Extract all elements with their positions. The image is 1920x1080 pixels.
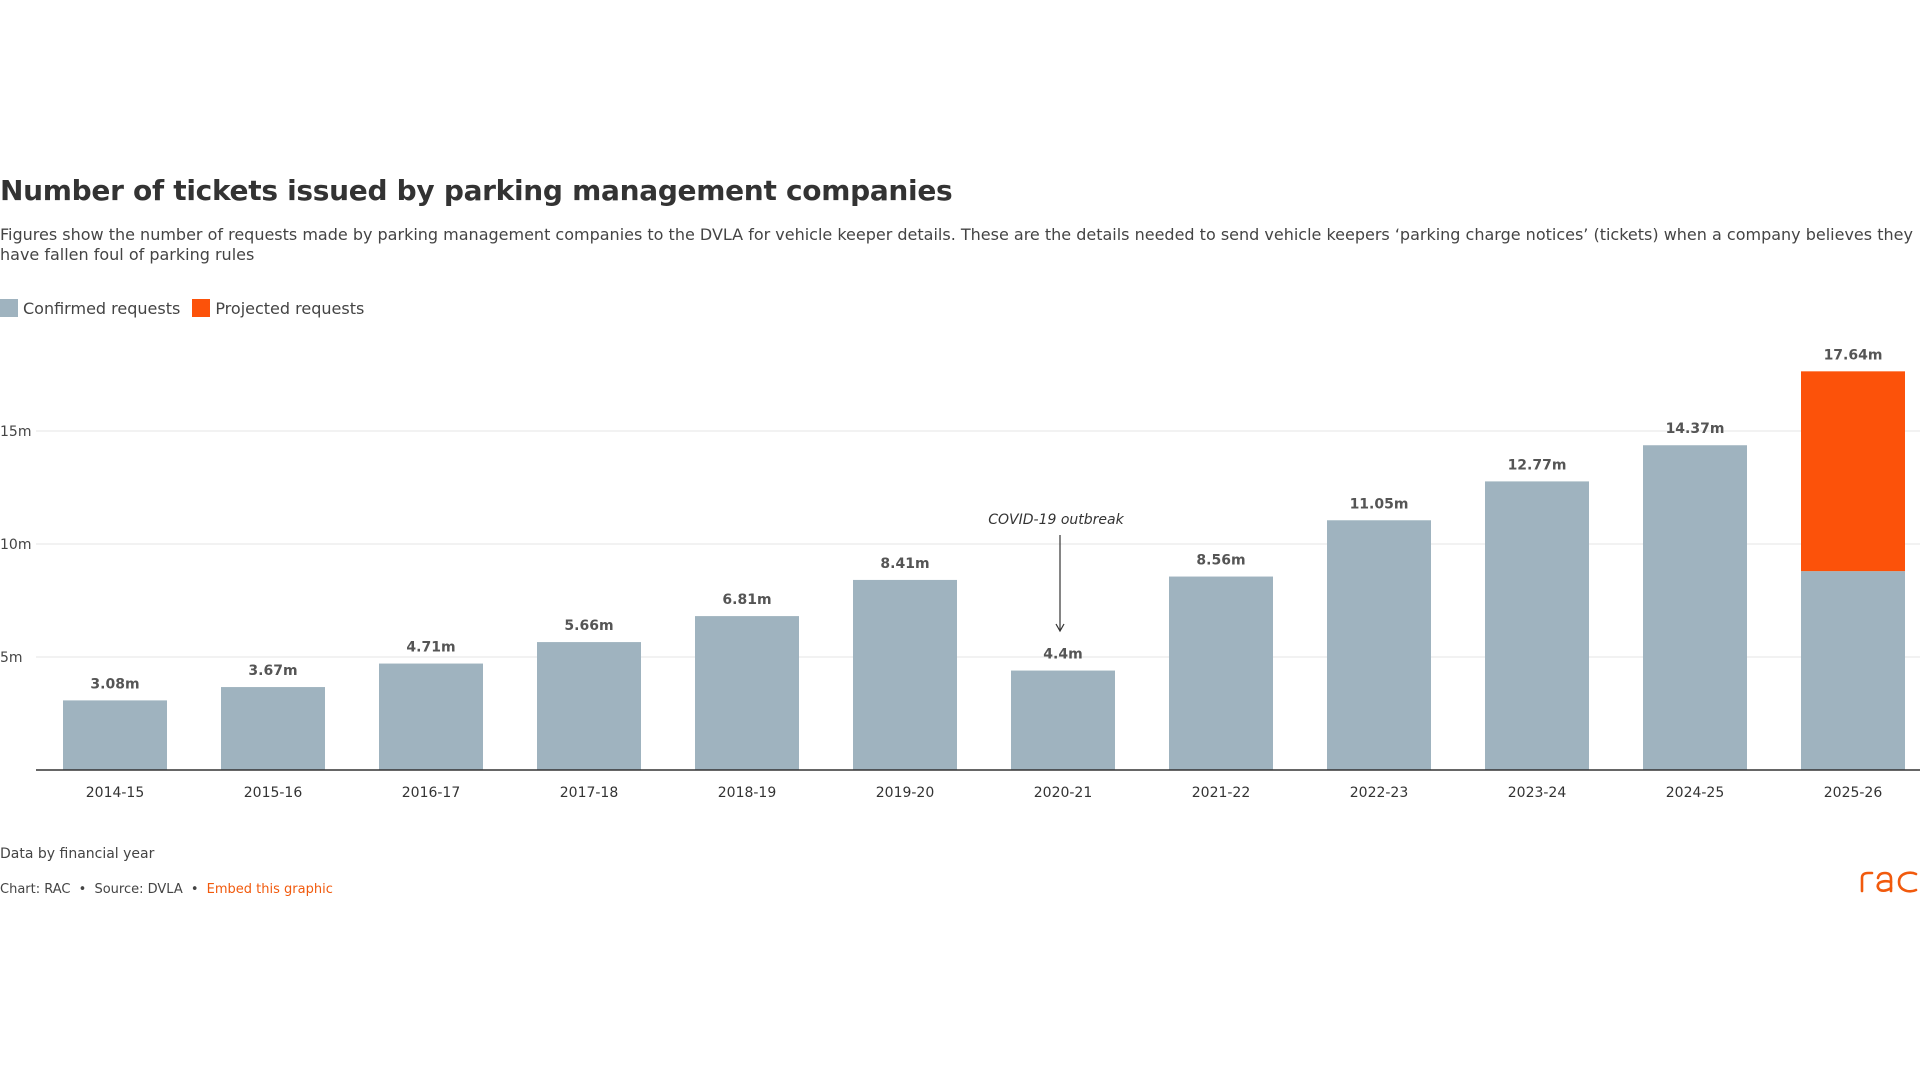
- data-label: 8.41m: [880, 556, 929, 572]
- legend-label-confirmed: Confirmed requests: [23, 298, 181, 318]
- bar-confirmed: [695, 616, 799, 770]
- bar-confirmed: [63, 700, 167, 770]
- chart-subtitle: Figures show the number of requests made…: [0, 225, 1913, 264]
- x-tick-label: 2020-21: [1034, 785, 1093, 801]
- y-tick-label: 5m: [0, 650, 23, 666]
- x-tick-label: 2016-17: [402, 785, 461, 801]
- footer-separator: •: [190, 882, 199, 897]
- data-label: 4.4m: [1043, 647, 1082, 663]
- legend-swatch-projected: [192, 299, 211, 317]
- chart-title: Number of tickets issued by parking mana…: [0, 174, 953, 207]
- legend-item-confirmed: Confirmed requests: [0, 299, 180, 318]
- x-tick-label: 2025-26: [1824, 785, 1883, 801]
- bar-projected: [1801, 371, 1905, 572]
- y-tick-label: 10m: [0, 537, 31, 553]
- x-tick-label: 2018-19: [718, 785, 777, 801]
- x-tick-label: 2017-18: [560, 785, 619, 801]
- chart-legend: Confirmed requests Projected requests: [0, 297, 376, 319]
- x-tick-label: 2015-16: [244, 785, 303, 801]
- data-label: 4.71m: [406, 640, 455, 656]
- annotation-text: COVID-19 outbreak: [988, 512, 1124, 528]
- data-label: 3.08m: [90, 676, 139, 692]
- legend-swatch-confirmed: [0, 299, 18, 317]
- legend-label-projected: Projected requests: [215, 298, 365, 318]
- embed-link[interactable]: Embed this graphic: [206, 882, 333, 897]
- x-tick-label: 2019-20: [876, 785, 935, 801]
- bar-confirmed: [379, 663, 483, 770]
- legend-item-projected: Projected requests: [192, 299, 364, 318]
- data-label: 6.81m: [722, 592, 771, 608]
- data-label: 17.64m: [1824, 347, 1883, 363]
- x-tick-label: 2021-22: [1192, 785, 1251, 801]
- y-tick-label: 15m: [0, 424, 31, 440]
- bar-confirmed: [1169, 576, 1273, 770]
- data-label: 8.56m: [1196, 553, 1245, 569]
- x-tick-label: 2023-24: [1508, 785, 1567, 801]
- data-label: 3.67m: [248, 663, 297, 679]
- data-label: 11.05m: [1350, 496, 1409, 512]
- annotation-arrowhead: [1055, 623, 1065, 633]
- data-note: Data by financial year: [0, 846, 155, 862]
- bar-confirmed: [537, 642, 641, 770]
- bar-confirmed: [1801, 571, 1905, 770]
- bar-confirmed: [1011, 670, 1115, 770]
- chart-footer: Chart: RAC • Source: DVLA • Embed this g…: [0, 882, 333, 897]
- data-label: 12.77m: [1508, 457, 1567, 473]
- bar-confirmed: [1485, 481, 1589, 770]
- data-label: 5.66m: [564, 618, 613, 634]
- chart-source: Source: DVLA: [94, 882, 183, 897]
- bar-confirmed: [221, 687, 325, 770]
- bar-confirmed: [853, 579, 957, 770]
- footer-separator: •: [78, 882, 87, 897]
- data-label: 14.37m: [1666, 421, 1725, 437]
- x-tick-label: 2014-15: [86, 785, 145, 801]
- x-tick-label: 2022-23: [1350, 785, 1409, 801]
- chart-credit: Chart: RAC: [0, 882, 71, 897]
- x-tick-label: 2024-25: [1666, 785, 1725, 801]
- rac-logo: [1860, 871, 1918, 893]
- bar-confirmed: [1643, 445, 1747, 770]
- bar-chart: 5m 10m 15m 3.08m 2014-15 3.67m 2015-16 4.71m 201…: [0, 347, 1920, 801]
- bar-confirmed: [1327, 520, 1431, 770]
